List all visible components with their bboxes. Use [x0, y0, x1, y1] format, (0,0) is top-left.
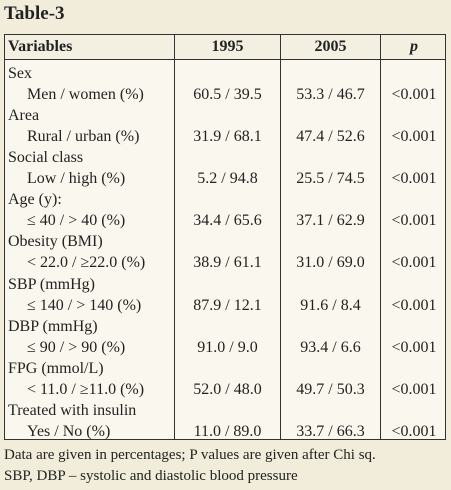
row-category: Sex: [8, 65, 32, 82]
row-label: < 11.0 / ≥11.0 (%): [27, 380, 145, 398]
row-label: Men / women (%): [27, 86, 144, 103]
header-1995: 1995: [211, 38, 244, 55]
value-1995: 31.9 / 68.1: [193, 128, 262, 146]
p-value: <0.001: [391, 86, 437, 103]
data-table: Variables 1995 2005 p Sex Men / women (%)…: [4, 34, 446, 440]
header-p: p: [410, 38, 418, 55]
value-1995: 5.2 / 94.8: [197, 170, 258, 188]
value-2005: 93.4 / 6.6: [300, 338, 361, 356]
row-label: ≤ 140 / > 140 (%): [27, 296, 142, 314]
row-category: Treated with insulin: [8, 401, 137, 419]
value-1995: 11.0 / 89.0: [193, 422, 262, 440]
p-value: <0.001: [391, 128, 437, 146]
table-title: Table-3: [4, 3, 65, 24]
row-category: Social class: [8, 149, 84, 167]
row-label: ≤ 90 / > 90 (%): [27, 338, 126, 356]
value-2005: 91.6 / 8.4: [300, 296, 361, 314]
column-divider: [174, 35, 175, 439]
row-category: Age (y):: [8, 191, 62, 209]
table-header-row: [5, 35, 445, 60]
value-1995: 60.5 / 39.5: [193, 86, 262, 103]
column-divider: [280, 35, 281, 439]
value-2005: 31.0 / 69.0: [296, 254, 365, 272]
row-label: < 22.0 / ≥22.0 (%): [27, 254, 146, 272]
row-label: Yes / No (%): [27, 422, 111, 440]
value-2005: 49.7 / 50.3: [296, 380, 365, 398]
row-category: FPG (mmol/L): [8, 359, 104, 377]
row-category: Obesity (BMI): [8, 233, 103, 251]
p-value: <0.001: [391, 170, 437, 188]
value-1995: 91.0 / 9.0: [197, 338, 258, 356]
value-2005: 25.5 / 74.5: [296, 170, 365, 188]
p-value: <0.001: [391, 254, 437, 272]
value-2005: 37.1 / 62.9: [296, 212, 365, 230]
row-category: DBP (mmHg): [8, 317, 98, 335]
value-2005: 53.3 / 46.7: [296, 86, 365, 103]
p-value: <0.001: [391, 380, 437, 398]
row-label: Rural / urban (%): [27, 128, 140, 146]
value-2005: 33.7 / 66.3: [296, 422, 365, 440]
header-2005: 2005: [314, 38, 347, 55]
value-1995: 34.4 / 65.6: [193, 212, 262, 230]
p-value: <0.001: [391, 422, 437, 440]
row-label: Low / high (%): [27, 170, 126, 188]
row-category: SBP (mmHg): [8, 275, 95, 293]
row-label: ≤ 40 / > 40 (%): [27, 212, 126, 230]
column-divider: [380, 35, 381, 439]
value-1995: 52.0 / 48.0: [193, 380, 262, 398]
value-1995: 38.9 / 61.1: [193, 254, 262, 272]
footnote-line: SBP, DBP – systolic and diastolic blood …: [4, 468, 298, 484]
header-variables: Variables: [8, 38, 73, 55]
value-2005: 47.4 / 52.6: [296, 128, 365, 146]
p-value: <0.001: [391, 338, 437, 356]
footnote-line: Data are given in percentages; P values …: [4, 447, 376, 463]
table-footnote: Data are given in percentages; P values …: [4, 445, 376, 487]
p-value: <0.001: [391, 296, 437, 314]
p-value: <0.001: [391, 212, 437, 230]
row-category: Area: [8, 107, 40, 125]
value-1995: 87.9 / 12.1: [193, 296, 262, 314]
